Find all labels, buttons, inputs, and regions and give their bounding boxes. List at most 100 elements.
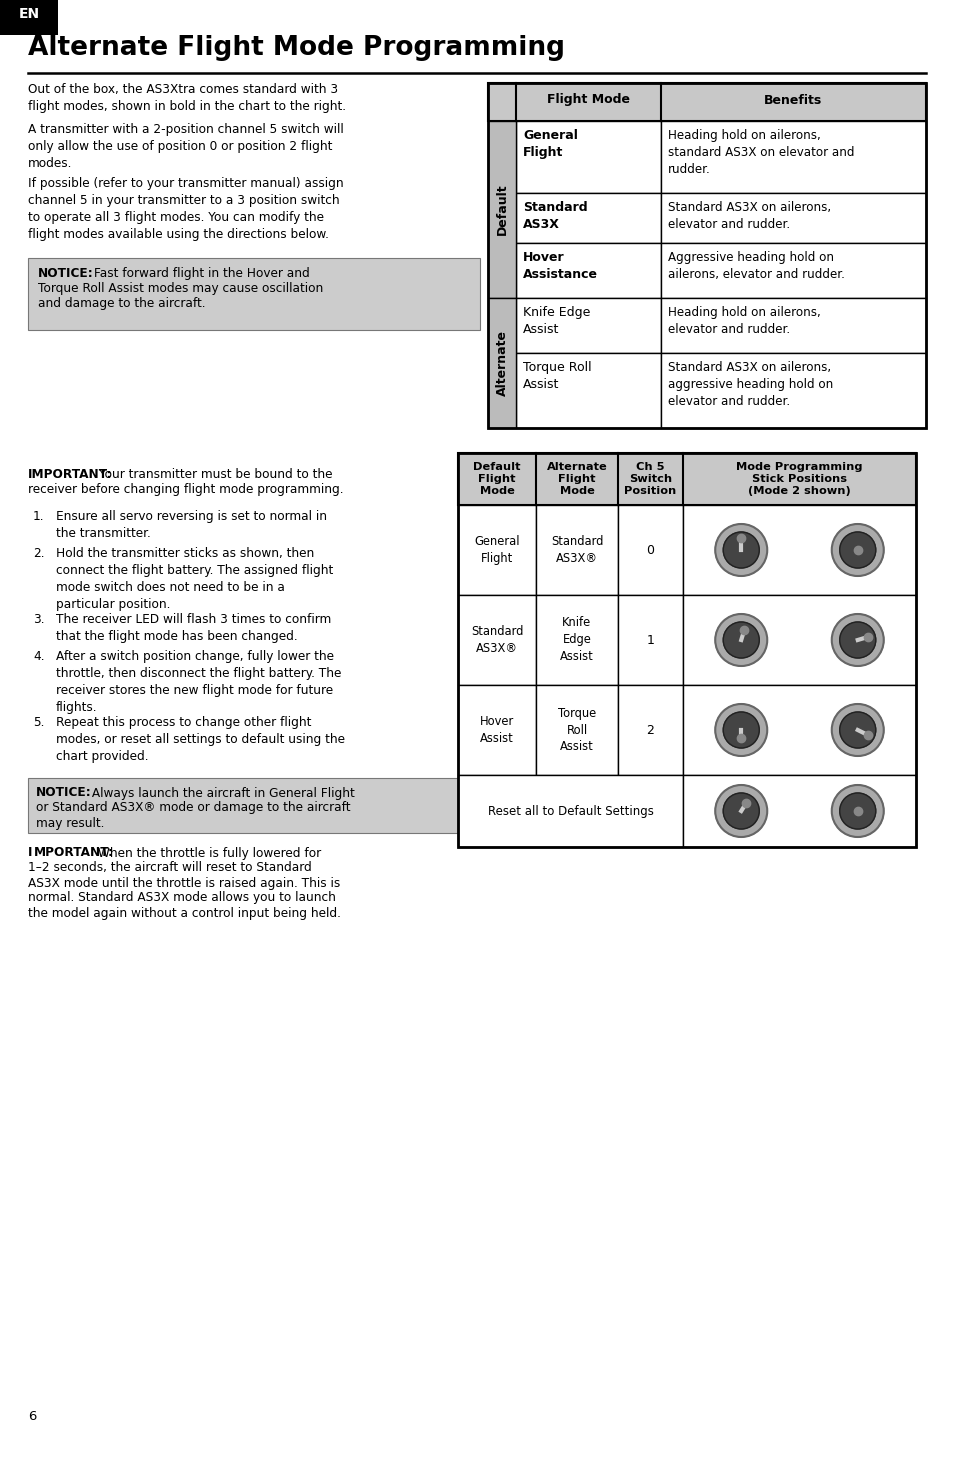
Circle shape xyxy=(722,794,759,829)
Text: 1–2 seconds, the aircraft will reset to Standard: 1–2 seconds, the aircraft will reset to … xyxy=(28,861,312,875)
Text: Alternate: Alternate xyxy=(495,330,508,395)
Circle shape xyxy=(839,622,875,658)
Text: The receiver LED will flash 3 times to confirm
that the flight mode has been cha: The receiver LED will flash 3 times to c… xyxy=(56,614,331,643)
Text: 2: 2 xyxy=(646,724,654,736)
Text: Aggressive heading hold on
ailerons, elevator and rudder.: Aggressive heading hold on ailerons, ele… xyxy=(667,251,844,282)
Text: Repeat this process to change other flight
modes, or reset all settings to defau: Repeat this process to change other flig… xyxy=(56,715,345,763)
Bar xyxy=(536,504,618,594)
Text: A transmitter with a 2-position channel 5 switch will
only allow the use of posi: A transmitter with a 2-position channel … xyxy=(28,122,343,170)
Text: Hover
Assist: Hover Assist xyxy=(479,715,514,745)
Text: Out of the box, the AS3Xtra comes standard with 3
flight modes, shown in bold in: Out of the box, the AS3Xtra comes standa… xyxy=(28,83,346,114)
Text: Heading hold on ailerons,
elevator and rudder.: Heading hold on ailerons, elevator and r… xyxy=(667,305,820,336)
Bar xyxy=(457,453,915,504)
Bar xyxy=(516,193,660,243)
Bar xyxy=(682,774,915,847)
Text: AS3X mode until the throttle is raised again. This is: AS3X mode until the throttle is raised a… xyxy=(28,876,340,889)
Circle shape xyxy=(831,704,882,757)
Bar xyxy=(516,353,660,428)
Text: normal. Standard AS3X mode allows you to launch: normal. Standard AS3X mode allows you to… xyxy=(28,891,335,904)
Bar xyxy=(488,83,925,428)
Circle shape xyxy=(831,785,882,836)
Text: Always launch the aircraft in General Flight: Always launch the aircraft in General Fl… xyxy=(88,786,355,799)
Circle shape xyxy=(831,524,882,577)
Text: Flight Mode: Flight Mode xyxy=(546,93,629,106)
Text: After a switch position change, fully lower the
throttle, then disconnect the fl: After a switch position change, fully lo… xyxy=(56,650,341,714)
Circle shape xyxy=(831,614,882,667)
Text: and damage to the aircraft.: and damage to the aircraft. xyxy=(38,296,205,310)
Bar xyxy=(660,353,925,428)
Text: Default: Default xyxy=(495,184,508,236)
Text: 6: 6 xyxy=(28,1410,36,1423)
Text: Torque Roll Assist modes may cause oscillation: Torque Roll Assist modes may cause oscil… xyxy=(38,282,323,295)
Circle shape xyxy=(722,622,759,658)
Circle shape xyxy=(839,532,875,568)
Bar xyxy=(682,594,915,684)
Text: receiver before changing flight mode programming.: receiver before changing flight mode pro… xyxy=(28,482,343,496)
Text: Hold the transmitter sticks as shown, then
connect the flight battery. The assig: Hold the transmitter sticks as shown, th… xyxy=(56,547,333,611)
Text: IMPORTANT:: IMPORTANT: xyxy=(28,468,112,481)
Text: Ch 5
Switch
Position: Ch 5 Switch Position xyxy=(623,462,676,497)
Bar xyxy=(457,594,536,684)
Bar xyxy=(660,298,925,353)
Text: Benefits: Benefits xyxy=(763,93,821,106)
Bar xyxy=(28,258,479,330)
Text: If possible (refer to your transmitter manual) assign
channel 5 in your transmit: If possible (refer to your transmitter m… xyxy=(28,177,343,240)
Text: Your transmitter must be bound to the: Your transmitter must be bound to the xyxy=(95,468,333,481)
Text: Default
Flight
Mode: Default Flight Mode xyxy=(473,462,520,497)
Bar xyxy=(682,684,915,774)
Text: Alternate Flight Mode Programming: Alternate Flight Mode Programming xyxy=(28,35,564,60)
Circle shape xyxy=(839,712,875,748)
Text: Torque
Roll
Assist: Torque Roll Assist xyxy=(558,707,596,754)
Text: General
Flight: General Flight xyxy=(522,128,578,159)
Text: 5.: 5. xyxy=(33,715,45,729)
Text: or Standard AS3X® mode or damage to the aircraft: or Standard AS3X® mode or damage to the … xyxy=(36,801,350,814)
Bar xyxy=(516,298,660,353)
Text: Torque Roll
Assist: Torque Roll Assist xyxy=(522,361,591,391)
Bar xyxy=(457,504,536,594)
Circle shape xyxy=(722,532,759,568)
Text: 0: 0 xyxy=(646,543,654,556)
Bar xyxy=(488,298,516,428)
Bar xyxy=(536,684,618,774)
Text: 1.: 1. xyxy=(33,510,45,524)
Text: NOTICE:: NOTICE: xyxy=(38,267,93,280)
Text: Alternate
Flight
Mode: Alternate Flight Mode xyxy=(546,462,607,497)
Bar xyxy=(516,121,660,193)
Text: the model again without a control input being held.: the model again without a control input … xyxy=(28,907,340,919)
Text: Knife
Edge
Assist: Knife Edge Assist xyxy=(559,617,594,664)
Circle shape xyxy=(715,524,766,577)
Text: 3.: 3. xyxy=(33,614,45,625)
Circle shape xyxy=(715,785,766,836)
Bar xyxy=(682,504,915,594)
Text: Standard AS3X on ailerons,
aggressive heading hold on
elevator and rudder.: Standard AS3X on ailerons, aggressive he… xyxy=(667,361,832,409)
Text: Standard
AS3X®: Standard AS3X® xyxy=(471,625,522,655)
Bar xyxy=(660,193,925,243)
Text: Standard
AS3X: Standard AS3X xyxy=(522,201,587,232)
Circle shape xyxy=(715,704,766,757)
Circle shape xyxy=(722,712,759,748)
Bar xyxy=(536,594,618,684)
Text: Mode Programming
Stick Positions
(Mode 2 shown): Mode Programming Stick Positions (Mode 2… xyxy=(736,462,862,497)
Text: 1: 1 xyxy=(646,633,654,646)
Bar xyxy=(457,453,915,847)
Text: 4.: 4. xyxy=(33,650,45,662)
Bar xyxy=(516,243,660,298)
Text: NOTICE:: NOTICE: xyxy=(36,786,91,799)
Text: may result.: may result. xyxy=(36,817,104,829)
Bar xyxy=(457,774,682,847)
Bar xyxy=(618,684,682,774)
Text: Reset all to Default Settings: Reset all to Default Settings xyxy=(487,804,653,817)
Circle shape xyxy=(839,794,875,829)
Text: MPORTANT:: MPORTANT: xyxy=(34,847,113,860)
Text: EN: EN xyxy=(18,7,39,21)
Text: 2.: 2. xyxy=(33,547,45,560)
Bar xyxy=(618,504,682,594)
Text: I: I xyxy=(28,847,32,860)
Text: Ensure all servo reversing is set to normal in
the transmitter.: Ensure all servo reversing is set to nor… xyxy=(56,510,327,540)
Bar xyxy=(28,777,479,832)
Circle shape xyxy=(715,614,766,667)
Text: Standard
AS3X®: Standard AS3X® xyxy=(550,535,602,565)
Text: Heading hold on ailerons,
standard AS3X on elevator and
rudder.: Heading hold on ailerons, standard AS3X … xyxy=(667,128,854,176)
Text: When the throttle is fully lowered for: When the throttle is fully lowered for xyxy=(94,847,321,860)
Bar xyxy=(488,83,925,121)
